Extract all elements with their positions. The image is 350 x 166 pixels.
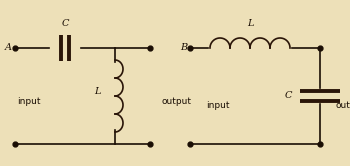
Text: L: L bbox=[247, 19, 253, 28]
Text: L: L bbox=[94, 86, 101, 95]
Text: output: output bbox=[162, 96, 192, 106]
Text: C: C bbox=[61, 19, 69, 28]
Text: C: C bbox=[285, 91, 292, 100]
Text: A: A bbox=[5, 42, 12, 51]
Text: input: input bbox=[17, 96, 41, 106]
Text: B: B bbox=[180, 42, 187, 51]
Text: output: output bbox=[335, 101, 350, 111]
Text: input: input bbox=[206, 101, 230, 111]
